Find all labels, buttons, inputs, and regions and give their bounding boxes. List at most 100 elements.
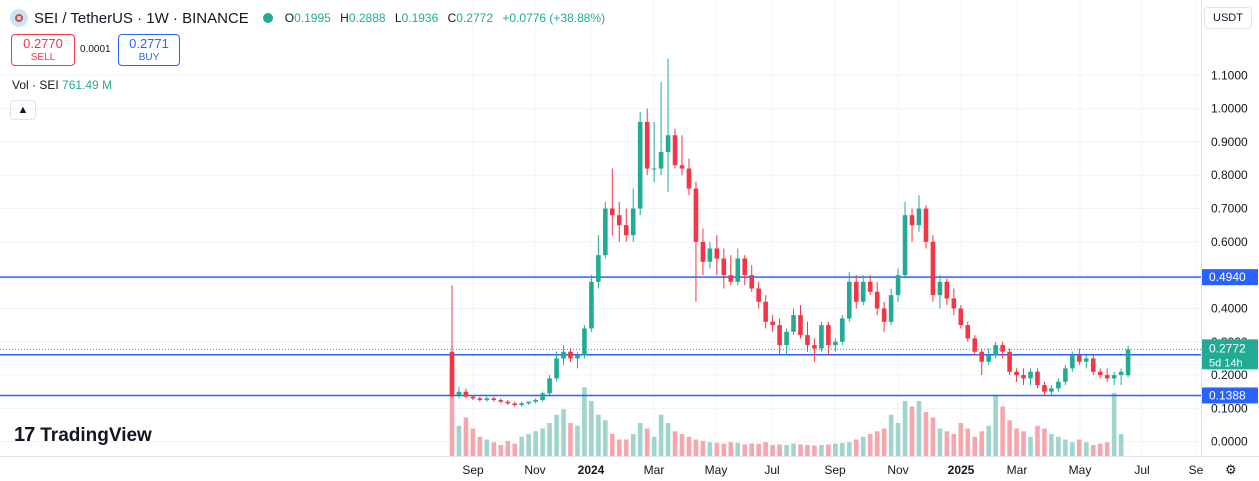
change-value: +0.0776 (+38.88%) — [502, 11, 606, 25]
candle — [470, 396, 476, 399]
collapse-legend-button[interactable]: ▲ — [10, 100, 36, 120]
candle — [679, 165, 685, 169]
candle — [1042, 385, 1047, 392]
tradingview-wordmark: TradingView — [40, 424, 152, 446]
volume-bar — [616, 439, 622, 456]
volume-bar — [456, 425, 462, 456]
candle — [721, 258, 727, 276]
volume-bar — [561, 409, 566, 456]
volume-bar — [498, 445, 504, 456]
candle — [805, 335, 810, 346]
candle — [1000, 345, 1005, 352]
candle — [777, 325, 782, 346]
candle — [484, 398, 490, 401]
spread-value: 0.0001 — [80, 44, 111, 55]
volume-value: 761.49 M — [62, 78, 113, 92]
y-tick-label: 0.4000 — [1211, 301, 1248, 315]
tradingview-logo[interactable]: 17 TradingView — [14, 424, 152, 447]
volume-bar — [449, 368, 455, 456]
volume-bar — [805, 445, 810, 456]
volume-bar — [1111, 392, 1117, 456]
candle — [1014, 371, 1019, 376]
candle — [853, 281, 859, 302]
volume-label: Vol · SEI — [12, 78, 59, 92]
candle — [533, 400, 538, 402]
candle — [616, 215, 622, 226]
candle — [1111, 375, 1117, 379]
candle — [867, 281, 873, 292]
candle — [937, 281, 943, 296]
price-tag — [1202, 387, 1258, 404]
low-label: L — [394, 11, 402, 25]
sell-button[interactable]: 0.2770 SELL — [11, 34, 75, 66]
candle — [1035, 371, 1040, 386]
volume-bar — [463, 417, 469, 456]
x-tick-label: Jul — [764, 463, 779, 477]
volume-bar — [860, 436, 866, 456]
y-tick-label: 0.9000 — [1211, 135, 1248, 149]
volume-bar — [1021, 431, 1026, 456]
current-price-label: 0.2772 — [1209, 341, 1246, 355]
buy-button[interactable]: 0.2771 BUY — [118, 34, 180, 66]
candle — [686, 168, 692, 189]
volume-bar — [1028, 436, 1033, 456]
y-tick-label: 0.1000 — [1211, 401, 1248, 415]
open-label: O — [284, 11, 295, 25]
volume-bar — [470, 428, 476, 456]
volume-bar — [888, 414, 894, 456]
volume-bar — [1090, 445, 1096, 456]
volume-bar — [944, 431, 950, 456]
x-tick-label: Mar — [644, 463, 665, 477]
candle — [637, 121, 643, 209]
volume-bar — [1063, 439, 1068, 456]
sell-label: SELL — [30, 52, 56, 63]
candle — [575, 355, 580, 359]
volume-bar — [846, 442, 852, 456]
volume-bar — [749, 443, 755, 456]
x-tick-label: May — [1069, 463, 1092, 477]
volume-bar — [1000, 406, 1005, 456]
volume-bar — [1056, 436, 1061, 456]
volume-bar — [1007, 420, 1012, 456]
candle — [909, 215, 915, 226]
volume-bar — [798, 444, 803, 456]
current-price-tag — [1202, 339, 1258, 370]
volume-bar — [986, 425, 991, 456]
symbol-title[interactable]: SEI / TetherUS · 1W · BINANCE — [34, 9, 249, 27]
volume-bar — [651, 436, 657, 456]
volume-bar — [777, 444, 782, 456]
volume-legend[interactable]: Vol · SEI 761.49 M — [12, 78, 112, 92]
volume-bar — [1049, 434, 1054, 456]
candle — [463, 391, 469, 397]
candle — [840, 318, 845, 342]
candle — [791, 315, 796, 332]
volume-bar — [526, 434, 531, 456]
candle — [1118, 371, 1124, 376]
volume-bar — [902, 401, 908, 456]
gear-icon[interactable]: ⚙ — [1225, 462, 1237, 477]
volume-bar — [630, 434, 636, 456]
volume-bar — [505, 440, 511, 456]
volume-bar — [721, 443, 727, 456]
sei-logo-icon — [10, 9, 28, 27]
volume-bar — [1104, 442, 1110, 456]
candle — [512, 403, 518, 406]
close-value: 0.2772 — [456, 11, 493, 25]
volume-bar — [644, 428, 650, 456]
y-tick-label: 0.7000 — [1211, 202, 1248, 216]
y-tick-label: 0.2000 — [1211, 368, 1248, 382]
candle — [972, 338, 978, 352]
candle — [477, 398, 483, 401]
volume-bar — [874, 431, 880, 456]
open-value: 0.1995 — [294, 11, 331, 25]
candle — [623, 225, 629, 236]
countdown-label: 5d 14h — [1209, 357, 1243, 369]
candle — [763, 301, 768, 322]
candle — [749, 275, 755, 289]
x-tick-label: Jul — [1134, 463, 1149, 477]
volume-bar — [491, 442, 497, 456]
currency-selector[interactable]: USDT — [1204, 7, 1252, 29]
tradingview-mark-icon: 17 — [14, 424, 35, 446]
